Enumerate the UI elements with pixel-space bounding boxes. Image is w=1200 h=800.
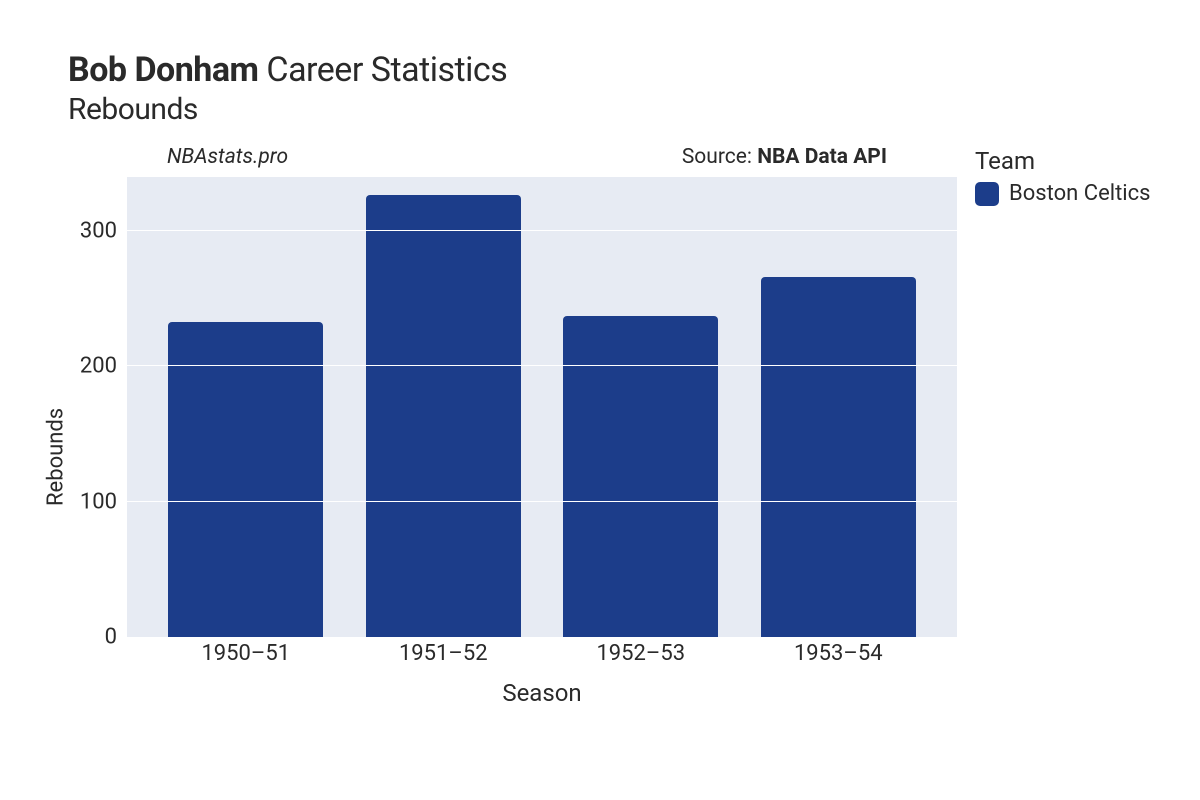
legend-item: Boston Celtics	[975, 181, 1157, 206]
chart-subtitle: Rebounds	[68, 92, 1160, 127]
chart-container: Bob Donham Career Statistics Rebounds Re…	[0, 0, 1200, 800]
y-tick-label: 100	[80, 489, 117, 514]
gridline	[127, 501, 957, 502]
player-name: Bob Donham	[68, 50, 259, 90]
y-axis-ticks: 0100200300	[72, 147, 127, 637]
plot-wrap: NBAstats.pro Source: NBA Data API 1950–5…	[127, 147, 957, 707]
x-tick-label: 1951–52	[358, 641, 528, 666]
x-tick-label: 1953–54	[753, 641, 923, 666]
source-name: NBA Data API	[757, 145, 887, 169]
source-prefix: Source:	[682, 145, 757, 169]
x-axis-label: Season	[127, 679, 957, 707]
y-tick-label: 300	[80, 219, 117, 244]
source-text: Source: NBA Data API	[682, 145, 887, 169]
bar-slot	[556, 177, 726, 637]
chart-bar	[168, 322, 323, 637]
y-tick-label: 200	[80, 354, 117, 379]
chart-body: Rebounds 0 100 200 300 NBAstats.pro Source:…	[40, 147, 1160, 707]
legend: Team Boston Celtics	[957, 147, 1157, 707]
x-tick-label: 1950–51	[161, 641, 331, 666]
legend-label: Boston Celtics	[1009, 181, 1151, 206]
bar-slot	[753, 177, 923, 637]
chart-annotations: NBAstats.pro Source: NBA Data API	[127, 145, 957, 175]
chart-bar	[366, 195, 521, 637]
title-suffix: Career Statistics	[259, 50, 508, 90]
legend-swatch	[975, 182, 999, 206]
plot-area	[127, 177, 957, 637]
chart-title: Bob Donham Career Statistics	[68, 50, 1160, 90]
gridline	[127, 230, 957, 231]
gridline	[127, 365, 957, 366]
x-tick-label: 1952–53	[556, 641, 726, 666]
bar-slot	[358, 177, 528, 637]
bar-slot	[161, 177, 331, 637]
legend-title: Team	[975, 147, 1157, 175]
x-axis-ticks: 1950–51 1951–52 1952–53 1953–54	[127, 641, 957, 666]
watermark-text: NBAstats.pro	[167, 145, 288, 169]
chart-bar	[761, 277, 916, 637]
bars-group	[127, 177, 957, 637]
y-tick-label: 0	[105, 625, 117, 650]
y-axis-label: Rebounds	[40, 147, 72, 707]
legend-items: Boston Celtics	[975, 181, 1157, 206]
chart-title-block: Bob Donham Career Statistics Rebounds	[68, 50, 1160, 127]
